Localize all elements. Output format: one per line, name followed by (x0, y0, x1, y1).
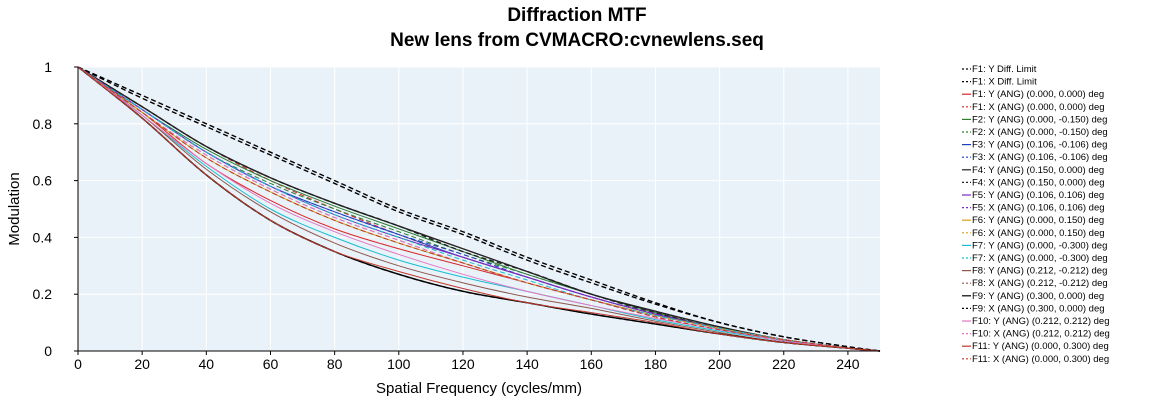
legend-entry: F11: Y (ANG) (0.000, 0.300) deg (972, 341, 1109, 352)
legend-entry: F3: Y (ANG) (0.106, -0.106) deg (972, 140, 1107, 151)
legend-entry: F1: Y (ANG) (0.000, 0.000) deg (972, 89, 1104, 100)
legend-entry: F7: Y (ANG) (0.000, -0.300) deg (972, 240, 1107, 251)
x-tick-label: 160 (580, 356, 604, 372)
chart-subtitle: New lens from CVMACRO:cvnewlens.seq (390, 30, 764, 51)
legend-entry: F2: X (ANG) (0.000, -0.150) deg (972, 127, 1108, 138)
series-line-5 (77, 66, 881, 352)
x-tick-label: 20 (134, 356, 150, 372)
x-tick-label: 140 (515, 356, 539, 372)
series-line-9 (77, 66, 881, 352)
x-tick-label: 240 (836, 356, 860, 372)
x-tick-label: 40 (199, 356, 215, 372)
plot-area (78, 67, 880, 351)
legend-entry: F8: X (ANG) (0.212, -0.212) deg (972, 278, 1108, 289)
y-tick-labels: 0 0.2 0.4 0.6 0.8 1 (33, 59, 78, 359)
legend-entry: F10: X (ANG) (0.212, 0.212) deg (972, 329, 1110, 340)
x-tick-labels: 0 20 40 60 80 100 120 140 160 180 200 220 240 (74, 351, 860, 372)
legend-entry: F5: X (ANG) (0.106, 0.106) deg (972, 203, 1105, 214)
y-tick-label: 0.8 (33, 116, 53, 132)
y-tick-label: 0.4 (33, 229, 53, 245)
legend-entry: F9: Y (ANG) (0.300, 0.000) deg (972, 291, 1104, 302)
legend-entry: F8: Y (ANG) (0.212, -0.212) deg (972, 266, 1107, 277)
legend-entry: F6: X (ANG) (0.000, 0.150) deg (972, 228, 1105, 239)
legend-entry: F1: X Diff. Limit (972, 77, 1037, 88)
x-tick-label: 220 (772, 356, 796, 372)
x-tick-label: 120 (451, 356, 475, 372)
y-axis-label: Modulation (6, 172, 23, 245)
y-tick-label: 0.2 (33, 286, 53, 302)
x-tick-label: 80 (327, 356, 343, 372)
axes (77, 67, 880, 352)
x-tick-label: 180 (644, 356, 668, 372)
series-layer (77, 66, 881, 352)
legend-entry: F4: Y (ANG) (0.150, 0.000) deg (972, 165, 1104, 176)
x-tick-label: 60 (263, 356, 279, 372)
legend-entry: F1: Y Diff. Limit (972, 64, 1037, 75)
legend-entry: F4: X (ANG) (0.150, 0.000) deg (972, 177, 1105, 188)
x-tick-label: 200 (708, 356, 732, 372)
legend-entry: F6: Y (ANG) (0.000, 0.150) deg (972, 215, 1104, 226)
series-line-1 (77, 66, 881, 352)
legend-entry: F1: X (ANG) (0.000, 0.000) deg (972, 102, 1105, 113)
x-tick-label: 0 (74, 356, 82, 372)
legend-entry: F5: Y (ANG) (0.106, 0.106) deg (972, 190, 1104, 201)
series-line-20 (77, 66, 881, 352)
y-tick-label: 0 (44, 343, 52, 359)
series-line-22 (77, 66, 881, 352)
legend-entry: F2: Y (ANG) (0.000, -0.150) deg (972, 114, 1107, 125)
legend-entry: F3: X (ANG) (0.106, -0.106) deg (972, 152, 1108, 163)
y-tick-label: 1 (44, 59, 52, 75)
legend-entry: F10: Y (ANG) (0.212, 0.212) deg (972, 316, 1109, 327)
legend-entry: F7: X (ANG) (0.000, -0.300) deg (972, 253, 1108, 264)
x-axis-label: Spatial Frequency (cycles/mm) (376, 380, 582, 397)
legend-entry: F11: X (ANG) (0.000, 0.300) deg (972, 354, 1109, 365)
y-tick-label: 0.6 (33, 173, 53, 189)
x-tick-label: 100 (387, 356, 411, 372)
series-line-23 (77, 66, 881, 352)
legend-entry: F9: X (ANG) (0.300, 0.000) deg (972, 303, 1105, 314)
chart-title: Diffraction MTF (507, 5, 646, 26)
